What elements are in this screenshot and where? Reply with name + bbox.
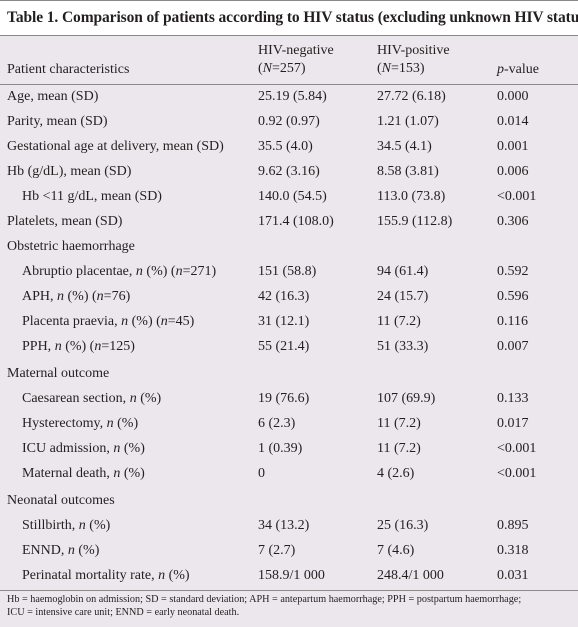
row-label: Neonatal outcomes: [7, 493, 115, 508]
p-value: 0.306: [497, 214, 529, 229]
p-value: 0.592: [497, 264, 529, 279]
row-label: Platelets, mean (SD): [7, 214, 123, 229]
row-label: ICU admission, n (%): [22, 441, 145, 456]
row-label: PPH, n (%) (n=125): [22, 339, 135, 354]
p-value: 0.895: [497, 518, 529, 533]
footnote-line-2: ICU = intensive care unit; ENND = early …: [7, 606, 240, 618]
col-p-value: p-value: [497, 62, 539, 77]
p-value: 0.001: [497, 139, 529, 154]
p-value: 0.007: [497, 339, 529, 354]
hiv-negative-value: 55 (21.4): [258, 339, 310, 354]
p-value: <0.001: [497, 466, 537, 481]
hiv-negative-value: 0.92 (0.97): [258, 114, 320, 129]
row-label: APH, n (%) (n=76): [22, 289, 131, 304]
table-rule-bottom: [0, 590, 578, 591]
row-label: Perinatal mortality rate, n (%): [22, 568, 190, 583]
p-value: 0.000: [497, 89, 529, 104]
footnote-line-1: Hb = haemoglobin on admission; SD = stan…: [7, 594, 522, 605]
hiv-negative-value: 42 (16.3): [258, 289, 310, 304]
header-rule-bottom: [0, 84, 578, 85]
hiv-negative-value: 35.5 (4.0): [258, 139, 313, 154]
hiv-negative-value: 0: [258, 466, 265, 481]
hiv-positive-value: 94 (61.4): [377, 264, 429, 279]
hiv-negative-value: 9.62 (3.16): [258, 164, 320, 179]
hiv-positive-value: 11 (7.2): [377, 441, 421, 456]
row-label: Hysterectomy, n (%): [22, 416, 139, 431]
hiv-negative-value: 171.4 (108.0): [258, 214, 334, 229]
p-value: 0.014: [497, 114, 529, 129]
p-value: 0.596: [497, 289, 529, 304]
table-title: Table 1. Comparison of patients accordin…: [7, 9, 578, 26]
hiv-positive-value: 51 (33.3): [377, 339, 429, 354]
hiv-negative-value: 31 (12.1): [258, 314, 310, 329]
row-label: Caesarean section, n (%): [22, 391, 162, 406]
row-label: Hb <11 g/dL, mean (SD): [22, 189, 162, 204]
row-label: ENND, n (%): [22, 543, 100, 558]
p-value: <0.001: [497, 189, 537, 204]
row-label: Hb (g/dL), mean (SD): [7, 164, 132, 179]
p-value: <0.001: [497, 441, 537, 456]
hiv-negative-value: 140.0 (54.5): [258, 189, 327, 204]
p-value: 0.318: [497, 543, 529, 558]
row-label: Abruptio placentae, n (%) (n=271): [22, 264, 217, 279]
hiv-positive-value: 7 (4.6): [377, 543, 415, 558]
hiv-negative-value: 1 (0.39): [258, 441, 303, 456]
hiv-negative-value: 19 (76.6): [258, 391, 310, 406]
hiv-negative-value: 6 (2.3): [258, 416, 296, 431]
p-value: 0.031: [497, 568, 529, 583]
col-hiv-positive-title: HIV-positive: [377, 43, 450, 58]
hiv-positive-value: 11 (7.2): [377, 416, 421, 431]
row-label: Gestational age at delivery, mean (SD): [7, 139, 224, 154]
hiv-positive-value: 1.21 (1.07): [377, 114, 439, 129]
table-footnote: Hb = haemoglobin on admission; SD = stan…: [7, 594, 573, 619]
hiv-negative-value: 7 (2.7): [258, 543, 296, 558]
hiv-positive-value: 24 (15.7): [377, 289, 429, 304]
hiv-positive-value: 248.4/1 000: [377, 568, 444, 583]
hiv-positive-value: 113.0 (73.8): [377, 189, 446, 204]
title-bar: Table 1. Comparison of patients accordin…: [0, 0, 578, 35]
p-value: 0.116: [497, 314, 528, 329]
row-label: Obstetric haemorrhage: [7, 239, 135, 254]
hiv-positive-value: 107 (69.9): [377, 391, 436, 406]
col-hiv-negative-n: (N=257): [258, 61, 306, 76]
hiv-positive-value: 27.72 (6.18): [377, 89, 446, 104]
row-label: Stillbirth, n (%): [22, 518, 111, 533]
col-hiv-positive-n: (N=153): [377, 61, 425, 76]
p-value: 0.133: [497, 391, 529, 406]
hiv-negative-value: 25.19 (5.84): [258, 89, 327, 104]
hiv-positive-value: 34.5 (4.1): [377, 139, 432, 154]
hiv-negative-value: 34 (13.2): [258, 518, 310, 533]
row-label: Age, mean (SD): [7, 89, 99, 104]
hiv-positive-value: 11 (7.2): [377, 314, 421, 329]
hiv-negative-value: 151 (58.8): [258, 264, 317, 279]
row-label: Maternal death, n (%): [22, 466, 145, 481]
row-label: Parity, mean (SD): [7, 114, 108, 129]
p-value: 0.006: [497, 164, 529, 179]
hiv-positive-value: 4 (2.6): [377, 466, 415, 481]
hiv-negative-value: 158.9/1 000: [258, 568, 325, 583]
hiv-positive-value: 155.9 (112.8): [377, 214, 453, 229]
row-label: Placenta praevia, n (%) (n=45): [22, 314, 195, 329]
p-value: 0.017: [497, 416, 529, 431]
col-patient-characteristics: Patient characteristics: [7, 62, 130, 77]
header-rule-top: [0, 35, 578, 36]
row-label: Maternal outcome: [7, 366, 110, 381]
hiv-positive-value: 25 (16.3): [377, 518, 429, 533]
hiv-positive-value: 8.58 (3.81): [377, 164, 439, 179]
col-hiv-negative-title: HIV-negative: [258, 43, 334, 58]
